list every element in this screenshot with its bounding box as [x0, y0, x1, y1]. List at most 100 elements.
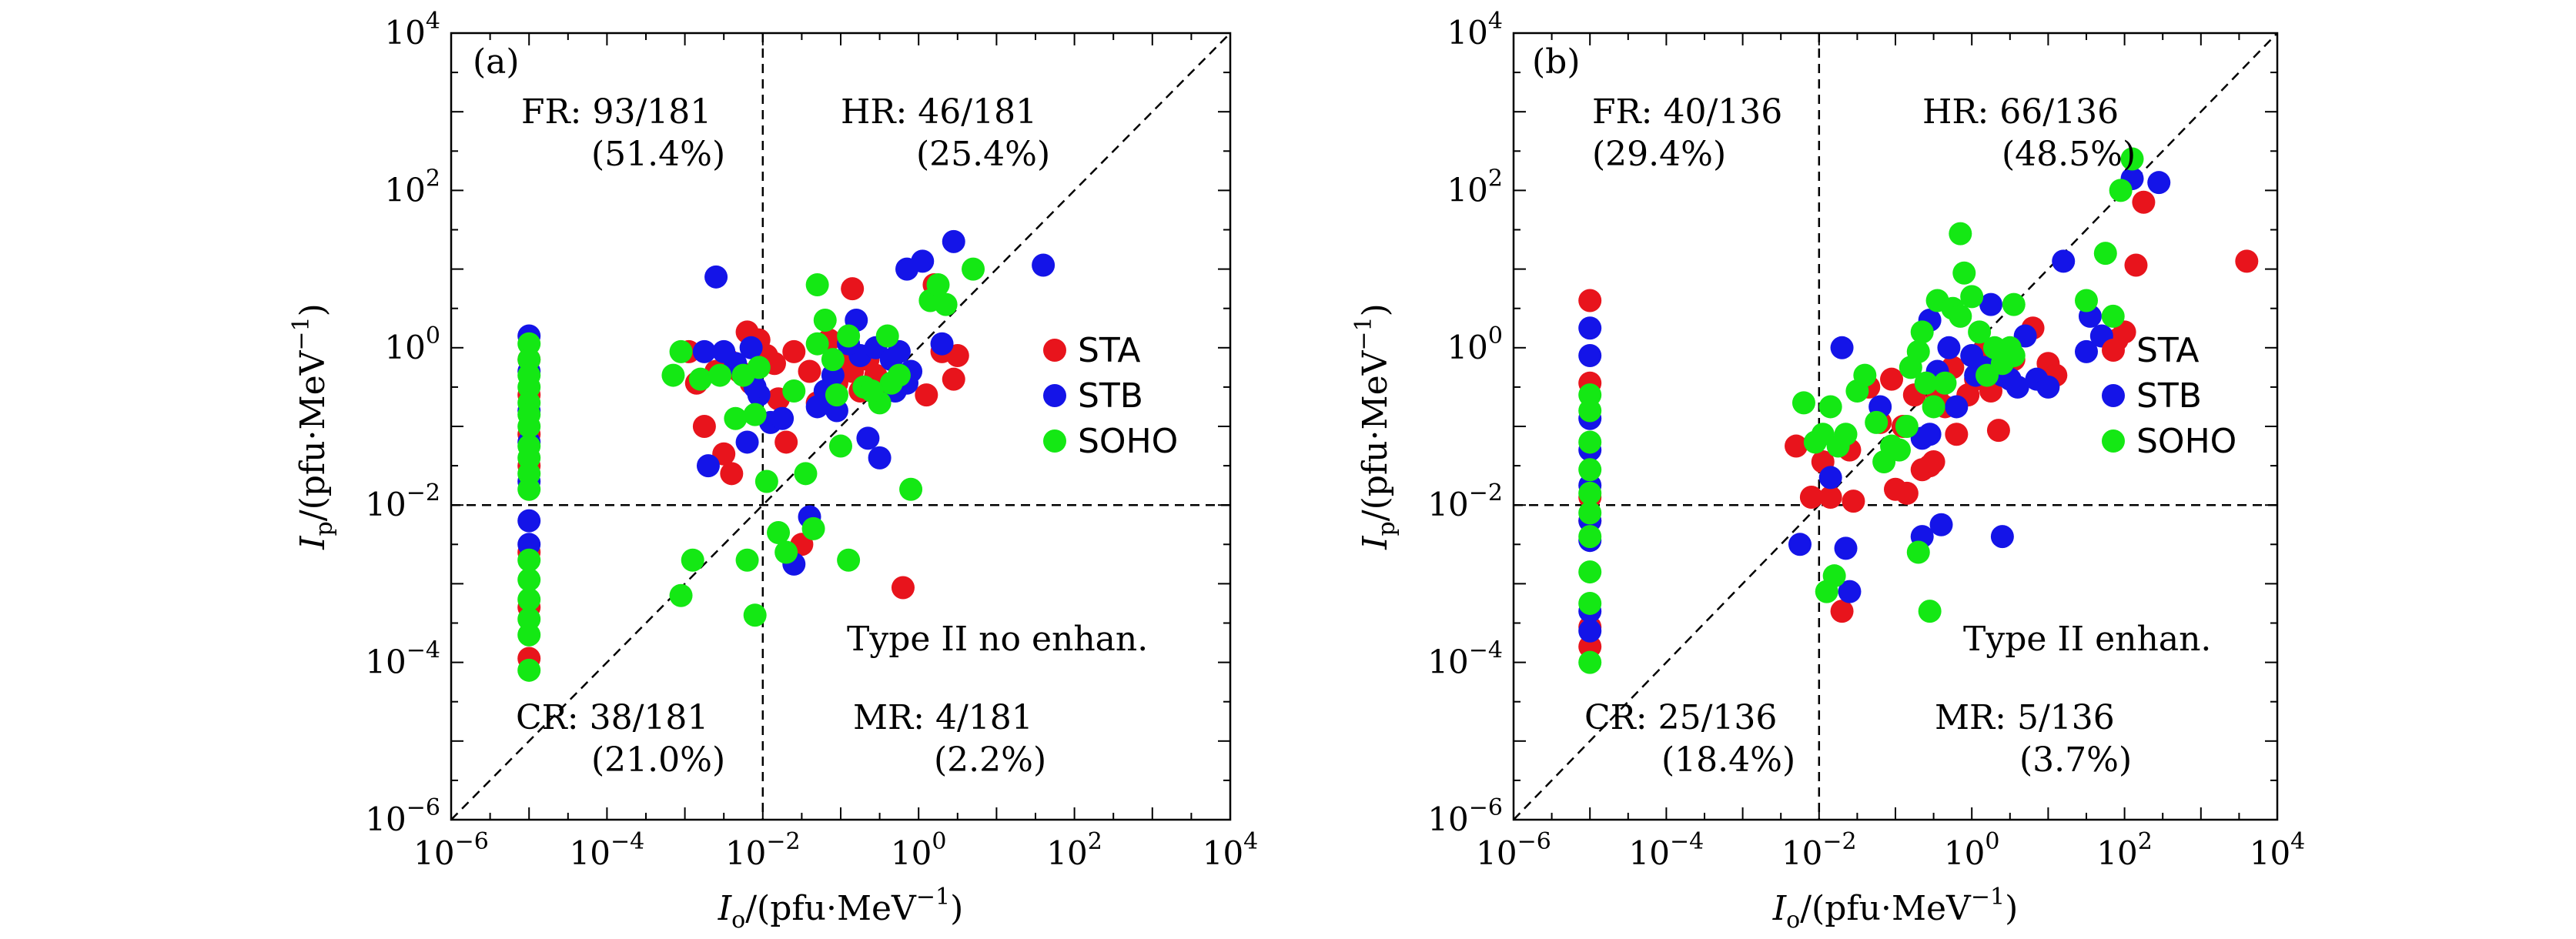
- data-point-soho: [1578, 650, 1602, 674]
- data-point-soho: [1791, 391, 1815, 415]
- data-point-soho: [1922, 395, 1945, 419]
- legend-label-stb: STB: [1078, 376, 1143, 416]
- data-point-soho: [1865, 410, 1889, 434]
- data-point-soho: [1818, 395, 1842, 419]
- data-point-soho: [2093, 242, 2117, 266]
- series-soho: [517, 257, 985, 682]
- data-point-stb: [1578, 344, 1602, 368]
- data-point-soho: [813, 309, 837, 332]
- data-point-soho: [669, 339, 693, 363]
- data-point-soho: [805, 273, 829, 297]
- data-point-soho: [821, 348, 845, 372]
- data-point-soho: [708, 363, 732, 387]
- data-point-sta: [782, 339, 806, 363]
- hr-label: HR: 66/136: [1922, 92, 2119, 132]
- data-point-soho: [1578, 399, 1602, 423]
- data-point-soho: [2120, 147, 2144, 171]
- mr-label: MR: 5/136: [1935, 698, 2115, 737]
- data-point-soho: [517, 415, 541, 438]
- data-point-soho: [1578, 481, 1602, 505]
- data-point-soho: [794, 462, 818, 486]
- data-point-sta: [1895, 481, 1919, 505]
- y-tick-label: 102: [1447, 165, 1503, 209]
- legend-marker-stb: [1043, 384, 1066, 407]
- legend-label-stb: STB: [2136, 376, 2202, 416]
- data-point-soho: [1887, 438, 1911, 462]
- legend-marker-stb: [2102, 384, 2125, 407]
- legend-label-sta: STA: [1078, 331, 1141, 370]
- data-point-stb: [1945, 395, 1969, 419]
- data-point-soho: [1968, 320, 1992, 344]
- data-point-sta: [841, 277, 865, 301]
- mr-percent: (2.2%): [934, 740, 1046, 780]
- data-point-stb: [1578, 316, 1602, 340]
- mr-percent: (3.7%): [2019, 740, 2132, 780]
- data-point-soho: [962, 257, 985, 281]
- fr-percent: (29.4%): [1592, 135, 1726, 174]
- data-point-stb: [930, 332, 954, 356]
- legend-label-soho: SOHO: [2136, 422, 2236, 461]
- data-point-soho: [1960, 285, 1984, 309]
- fr-label: FR: 93/181: [521, 92, 711, 132]
- data-point-sta: [1830, 600, 1854, 623]
- y-tick-label: 10−2: [365, 480, 440, 523]
- data-point-soho: [860, 379, 884, 403]
- data-point-sta: [692, 415, 716, 438]
- data-point-stb: [2036, 375, 2060, 399]
- hr-label: HR: 46/181: [841, 92, 1037, 132]
- x-tick-label: 102: [2096, 828, 2153, 872]
- x-axis-label: Io/(pfu·MeV−1): [718, 884, 964, 934]
- data-point-stb: [2052, 249, 2076, 273]
- cr-percent: (21.0%): [591, 740, 725, 780]
- data-point-sta: [1818, 485, 1842, 509]
- legend-label-sta: STA: [2136, 331, 2200, 370]
- type-label: Type II enhan.: [1963, 620, 2211, 659]
- data-point-soho: [1895, 415, 1919, 438]
- legend-marker-soho: [2102, 429, 2125, 453]
- data-point-stb: [771, 406, 795, 430]
- y-tick-label: 10−6: [1427, 794, 1503, 838]
- data-point-stb: [1918, 423, 1942, 446]
- fr-percent: (51.4%): [591, 135, 725, 174]
- data-point-sta: [1799, 485, 1823, 509]
- data-point-soho: [517, 568, 541, 592]
- x-tick-label: 10−6: [1476, 828, 1551, 872]
- series-sta: [517, 273, 969, 670]
- data-point-soho: [1578, 501, 1602, 525]
- one-to-one-diagonal: [1513, 32, 2278, 820]
- data-point-stb: [1032, 253, 1055, 277]
- data-point-sta: [2124, 253, 2148, 277]
- fr-label: FR: 40/136: [1592, 92, 1782, 132]
- data-point-soho: [1853, 363, 1877, 387]
- data-point-stb: [1979, 292, 2002, 316]
- data-point-sta: [1880, 367, 1904, 391]
- data-point-sta: [2235, 249, 2259, 273]
- y-tick-label: 10−4: [365, 637, 440, 681]
- y-tick-label: 100: [384, 322, 440, 366]
- data-point-stb: [942, 229, 965, 253]
- data-point-soho: [829, 434, 852, 458]
- data-point-stb: [692, 339, 716, 363]
- data-point-soho: [774, 540, 798, 564]
- x-tick-label: 104: [1203, 828, 1259, 872]
- data-point-soho: [724, 406, 748, 430]
- data-point-soho: [681, 548, 704, 572]
- data-point-soho: [1578, 560, 1602, 584]
- x-tick-label: 100: [1944, 828, 2000, 872]
- data-point-soho: [1834, 423, 1858, 446]
- series-stb: [1578, 167, 2171, 643]
- y-axis-label: Ip/(pfu·MeV−1): [288, 303, 338, 550]
- data-point-soho: [837, 548, 861, 572]
- y-tick-label: 104: [1447, 8, 1503, 52]
- data-point-soho: [1933, 371, 1957, 395]
- data-point-soho: [1910, 320, 1934, 344]
- data-point-soho: [743, 403, 767, 426]
- x-tick-label: 10−2: [725, 828, 801, 872]
- data-point-soho: [825, 383, 848, 407]
- legend-label-soho: SOHO: [1078, 422, 1178, 461]
- data-point-sta: [1986, 419, 2010, 443]
- data-point-sta: [1785, 434, 1808, 458]
- panel-a-chart: 10−610−6 10−4 10−4 10−2 10−2 100 100 102 102 104 1…: [288, 8, 1258, 934]
- data-point-sta: [720, 462, 744, 486]
- data-point-soho: [669, 583, 693, 607]
